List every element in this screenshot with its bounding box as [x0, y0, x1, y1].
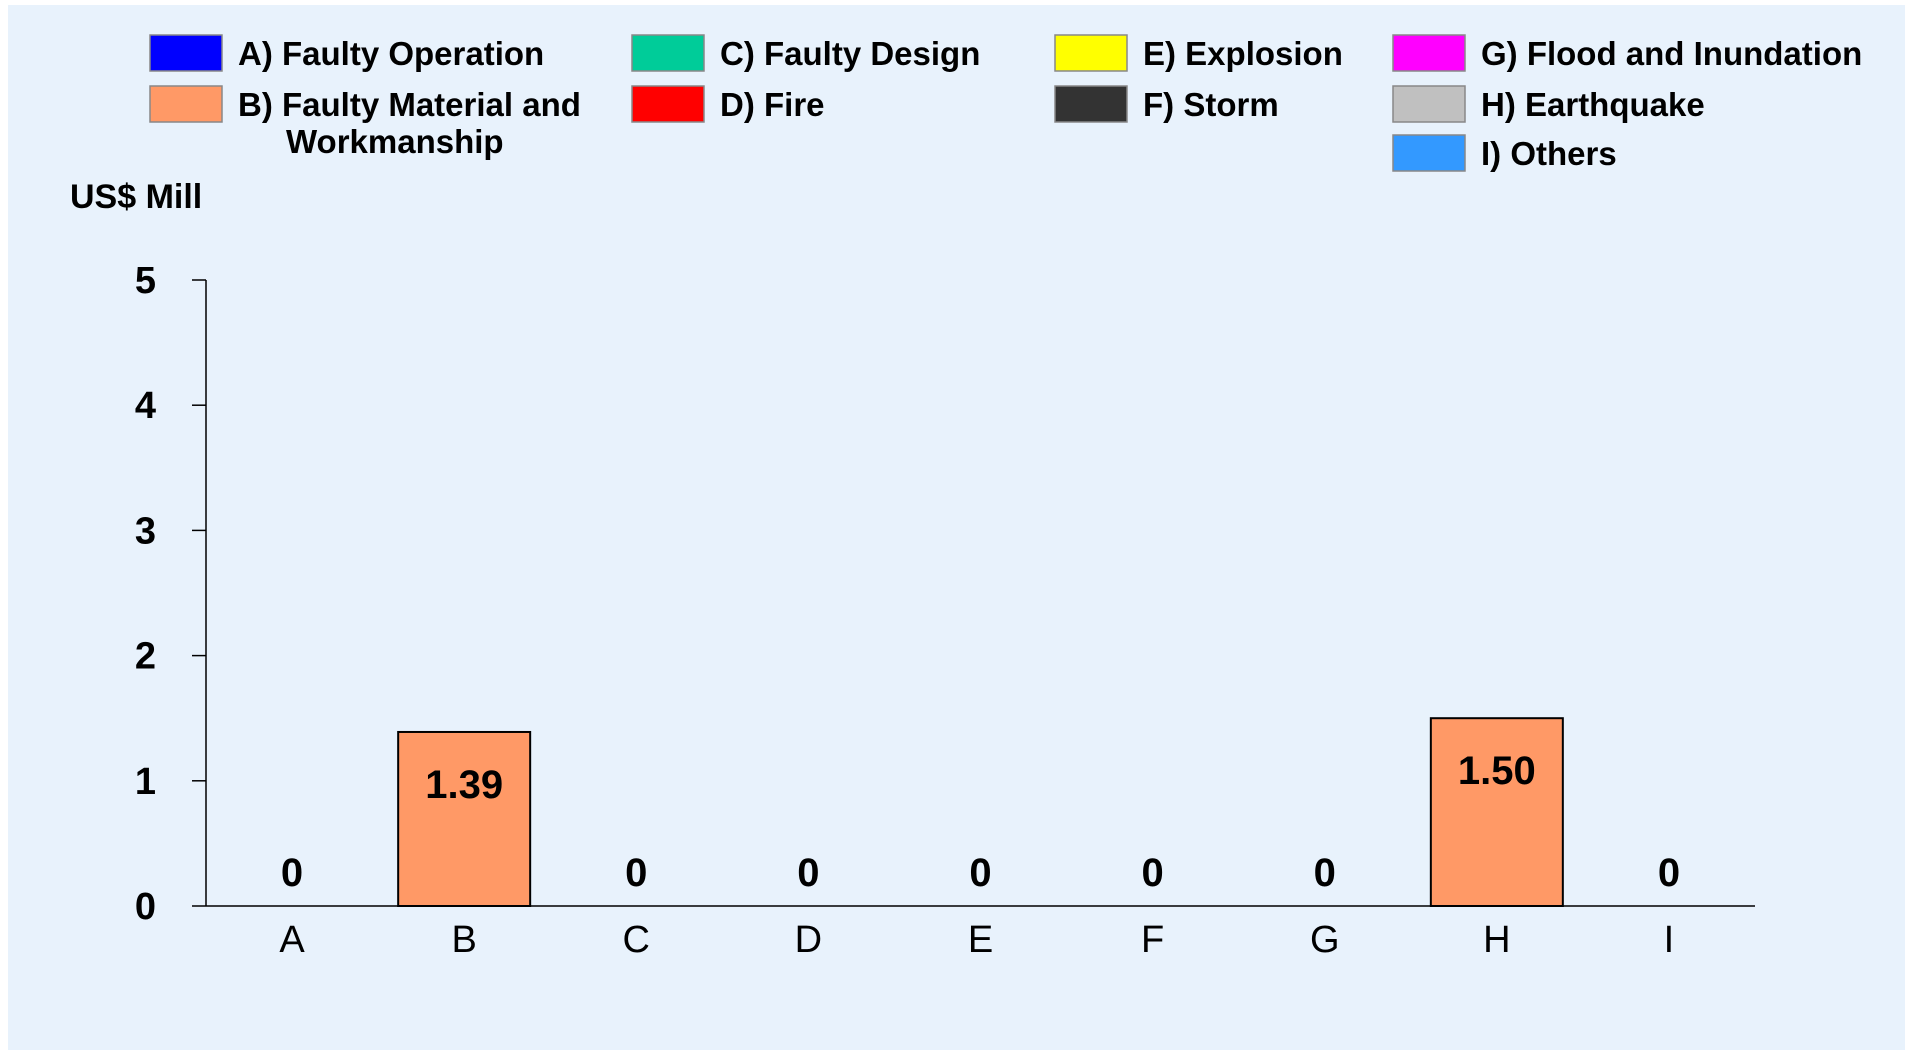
legend-label: H) Earthquake: [1481, 86, 1705, 123]
x-tick-label: A: [279, 919, 305, 961]
x-tick-label: E: [968, 919, 993, 961]
legend-item: H) Earthquake: [1392, 85, 1705, 123]
legend-item: I) Others: [1392, 134, 1617, 172]
y-axis: 0 1 2 3 4 5: [135, 260, 207, 928]
data-labels: 0 1.39 0 0 0 0 0 1.50 0: [281, 749, 1680, 895]
y-tick-label: 4: [135, 385, 156, 427]
legend-label: F) Storm: [1143, 86, 1279, 123]
legend-swatch: [1392, 85, 1466, 123]
bar-b: [397, 730, 532, 907]
y-tick-label: 2: [135, 636, 156, 678]
legend-label: I) Others: [1481, 135, 1617, 172]
data-label-d: 0: [797, 851, 819, 895]
data-label-g: 0: [1314, 851, 1336, 895]
legend-label: D) Fire: [720, 86, 825, 123]
y-tick-label: 1: [135, 761, 156, 803]
data-label-i: 0: [1658, 851, 1680, 895]
data-label-c: 0: [625, 851, 647, 895]
legend-label: C) Faulty Design: [720, 35, 980, 72]
data-label-e: 0: [969, 851, 991, 895]
x-tick-label: B: [451, 919, 476, 961]
data-label-a: 0: [281, 851, 303, 895]
x-tick-label: H: [1483, 919, 1510, 961]
legend-item: D) Fire: [631, 85, 825, 123]
y-tick-label: 3: [135, 510, 156, 552]
x-tick-label: C: [623, 919, 650, 961]
x-tick-label: F: [1141, 919, 1164, 961]
x-tick-label: G: [1310, 919, 1340, 961]
legend-swatch: [1054, 34, 1128, 72]
data-label-h: 1.50: [1458, 749, 1536, 793]
y-tick-label: 0: [135, 886, 156, 928]
data-label-f: 0: [1141, 851, 1163, 895]
legend-label: E) Explosion: [1143, 35, 1343, 72]
legend-swatch: [1054, 85, 1128, 123]
legend-label: G) Flood and Inundation: [1481, 35, 1862, 72]
chart-background: [8, 5, 1905, 1050]
x-axis: A B C D E F G H I: [206, 905, 1755, 961]
bars: [397, 717, 1564, 908]
data-label-b: 1.39: [425, 763, 503, 807]
y-tick-label: 5: [135, 260, 156, 302]
legend-item: G) Flood and Inundation: [1392, 34, 1862, 72]
legend-swatch: [631, 34, 705, 72]
legend-item: F) Storm: [1054, 85, 1279, 123]
legend-swatch: [1392, 34, 1466, 72]
x-tick-label: I: [1664, 919, 1675, 961]
legend: A) Faulty Operation B) Faulty Material an…: [149, 34, 1862, 172]
legend-label: A) Faulty Operation: [238, 35, 544, 72]
legend-item: A) Faulty Operation: [149, 34, 544, 72]
legend-item: C) Faulty Design: [631, 34, 980, 72]
legend-item: E) Explosion: [1054, 34, 1343, 72]
bar-h: [1429, 717, 1564, 908]
legend-swatch: [1392, 134, 1466, 172]
legend-swatch: [631, 85, 705, 123]
x-tick-label: D: [795, 919, 822, 961]
y-axis-label: US$ Mill: [70, 178, 202, 216]
legend-swatch: [149, 85, 223, 123]
legend-swatch: [149, 34, 223, 72]
legend-label: B) Faulty Material and: [238, 86, 581, 123]
legend-label: Workmanship: [286, 123, 504, 160]
